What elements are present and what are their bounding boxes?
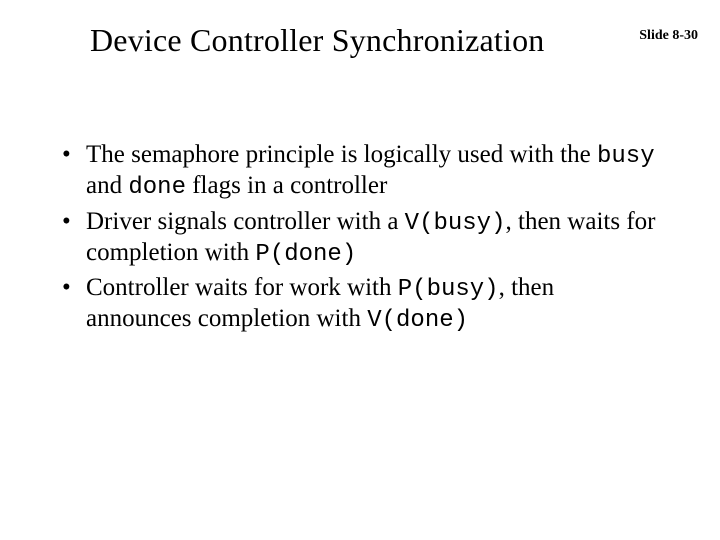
slide-number: Slide 8-30: [639, 28, 698, 44]
slide-title: Device Controller Synchronization: [90, 22, 544, 59]
code-span: P(busy): [398, 276, 499, 303]
slide: Slide 8-30 Device Controller Synchroniza…: [0, 0, 720, 540]
bullet-item: Controller waits for work with P(busy), …: [60, 273, 660, 336]
code-span: busy: [597, 143, 655, 170]
code-span: V(busy): [405, 210, 506, 237]
bullet-text: and: [86, 172, 128, 199]
bullet-text: Controller waits for work with: [86, 274, 398, 301]
bullet-text: flags in a controller: [186, 172, 387, 199]
bullet-list: The semaphore principle is logically use…: [60, 140, 660, 336]
code-span: V(done): [367, 307, 468, 334]
bullet-item: Driver signals controller with a V(busy)…: [60, 207, 660, 270]
slide-body: The semaphore principle is logically use…: [60, 140, 660, 340]
bullet-text: Driver signals controller with a: [86, 208, 405, 235]
bullet-text: The semaphore principle is logically use…: [86, 141, 597, 168]
code-span: P(done): [255, 241, 356, 268]
code-span: done: [128, 174, 186, 201]
bullet-item: The semaphore principle is logically use…: [60, 140, 660, 203]
